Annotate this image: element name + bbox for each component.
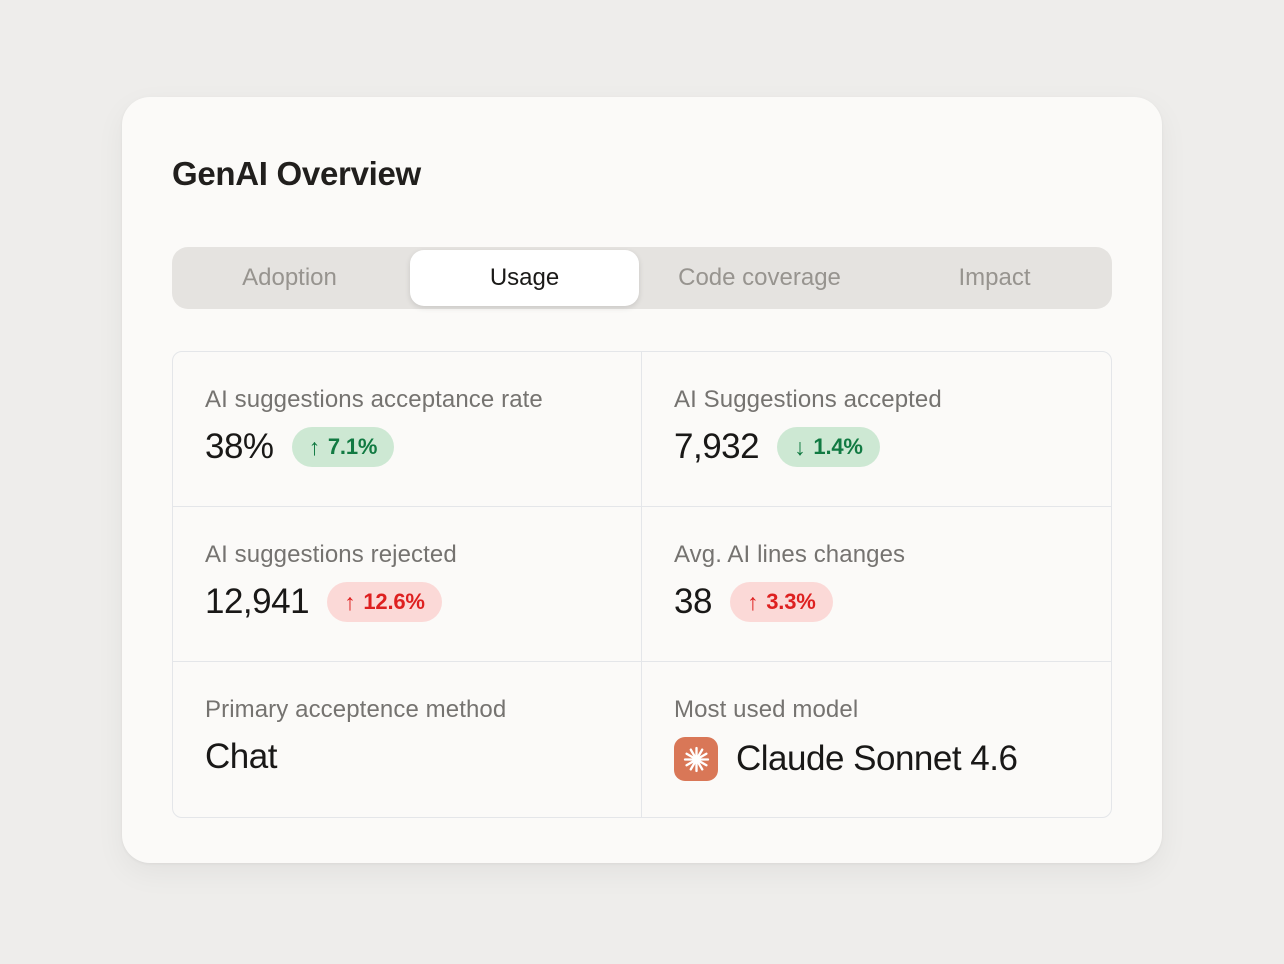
trend-badge: ↑ 3.3% — [729, 582, 833, 622]
metric-label: AI suggestions acceptance rate — [205, 386, 543, 413]
metric-label: Most used model — [674, 696, 859, 723]
tab-adoption[interactable]: Adoption — [242, 264, 337, 291]
trend-delta: 1.4% — [813, 434, 863, 459]
tab-code-coverage[interactable]: Code coverage — [678, 264, 841, 291]
metric-most-used-model: Most used model — [642, 662, 1111, 817]
trend-delta: 7.1% — [327, 434, 378, 459]
metric-value: 38 — [674, 582, 712, 621]
metrics-grid: AI suggestions acceptance rate 38% ↑ 7.1… — [172, 351, 1112, 818]
trend-delta: 12.6% — [363, 589, 425, 614]
trend-badge: ↑ 7.1% — [291, 427, 395, 467]
trend-badge: ↓ 1.4% — [777, 427, 880, 467]
tab-bar: Adoption Usage Code coverage Impact — [172, 247, 1112, 309]
metric-label: AI Suggestions accepted — [674, 386, 942, 413]
metric-label: Avg. AI lines changes — [674, 541, 906, 568]
claude-logo-icon — [674, 737, 718, 781]
trend-badge: ↑ 12.6% — [327, 582, 442, 622]
trend-delta: 3.3% — [766, 589, 816, 614]
metric-value: Claude Sonnet 4.6 — [736, 739, 1018, 778]
arrow-up-icon: ↑ — [344, 588, 356, 615]
arrow-up-icon: ↑ — [746, 588, 759, 615]
metric-suggestions-rejected: AI suggestions rejected 12,941 ↑ 12.6% — [173, 507, 642, 662]
tab-usage[interactable]: Usage — [410, 250, 639, 306]
metric-value: 12,941 — [205, 582, 310, 621]
arrow-up-icon: ↑ — [308, 433, 321, 460]
genai-overview-card: GenAI Overview Adoption Usage Code cover… — [122, 97, 1162, 863]
metric-label: AI suggestions rejected — [205, 541, 457, 568]
metric-value: 7,932 — [674, 427, 760, 466]
metric-acceptance-rate: AI suggestions acceptance rate 38% ↑ 7.1… — [173, 352, 642, 507]
arrow-down-icon: ↓ — [794, 433, 806, 460]
metric-value: Chat — [205, 737, 277, 776]
metric-primary-acceptance-method: Primary acceptence method Chat — [173, 662, 642, 817]
metric-avg-lines-changes: Avg. AI lines changes 38 ↑ 3.3% — [642, 507, 1111, 662]
metric-label: Primary acceptence method — [205, 696, 507, 723]
metric-suggestions-accepted: AI Suggestions accepted 7,932 ↓ 1.4% — [642, 352, 1111, 507]
tab-impact[interactable]: Impact — [958, 264, 1031, 291]
page-title: GenAI Overview — [172, 155, 421, 192]
metric-value: 38% — [205, 427, 274, 466]
